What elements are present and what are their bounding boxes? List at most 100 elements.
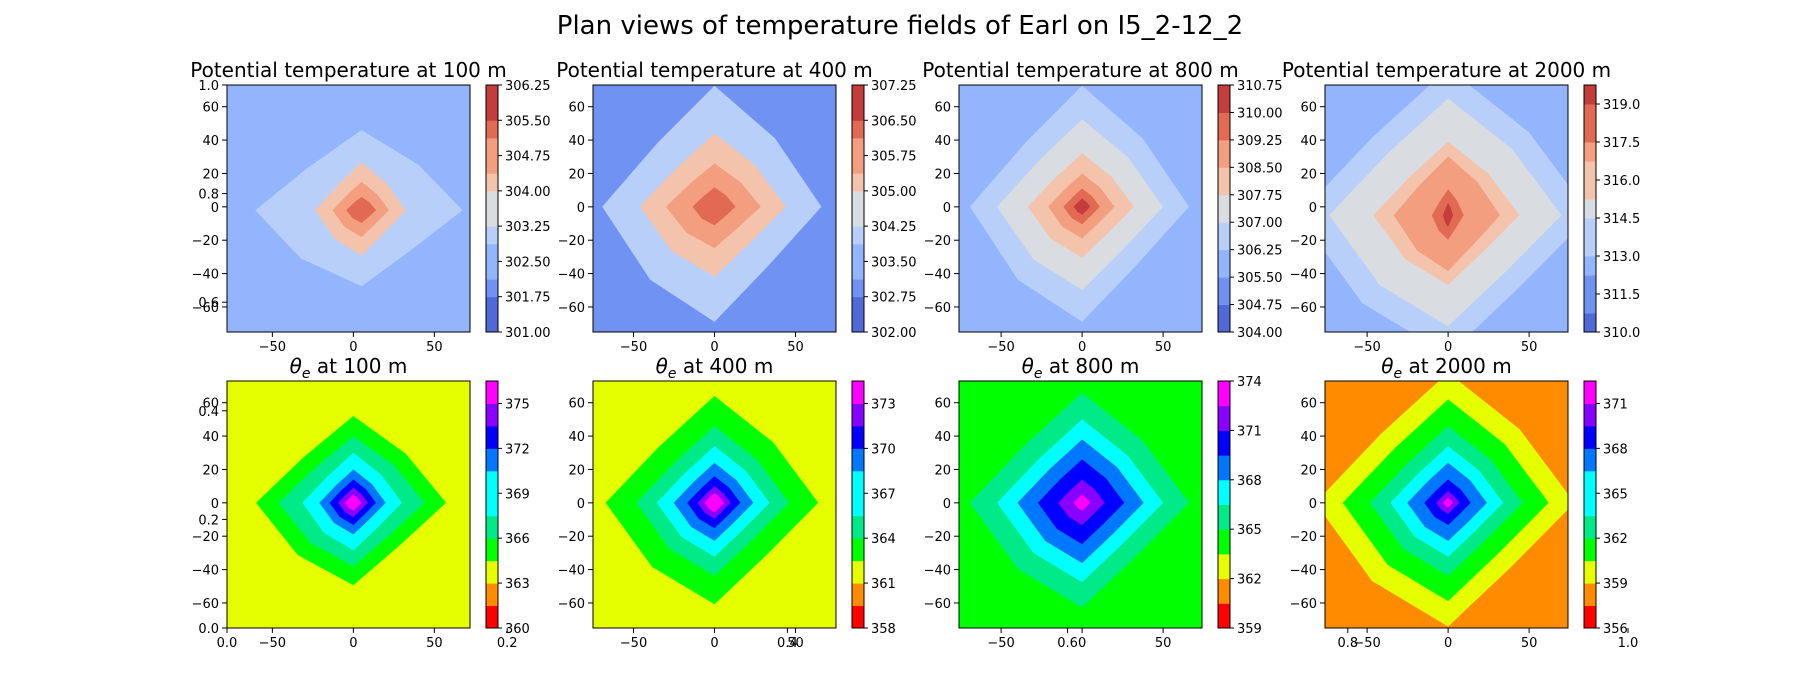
- colorbar-frame: [1583, 380, 1597, 629]
- colorbar-tick-label: 359: [1237, 622, 1262, 637]
- colorbar-tick-label: 304.75: [505, 150, 551, 165]
- y-tick-label: −60: [192, 301, 219, 316]
- colorbar-tick-label: 356: [1603, 622, 1628, 637]
- colorbar-tick-label: 362: [1603, 532, 1628, 547]
- colorbar-tick-label: 301.00: [505, 326, 551, 341]
- colorbar-tick-label: 303.25: [505, 220, 551, 235]
- colorbar-tick-label: 314.5: [1603, 212, 1640, 227]
- colorbar-tick-label: 363: [505, 577, 530, 592]
- colorbar: 371 368 365 362 359 356: [1583, 380, 1628, 637]
- colorbar-band: [486, 208, 498, 227]
- y-tick-label: 40: [1300, 134, 1317, 149]
- colorbar-tick-label: 305.50: [1237, 271, 1283, 286]
- colorbar-band: [486, 448, 498, 472]
- colorbar-band: [1218, 318, 1230, 333]
- colorbar-tick-label: 307.75: [1237, 189, 1283, 204]
- x-tick-label: −50: [259, 636, 286, 651]
- colorbar-band: [486, 243, 498, 262]
- contour-field: [593, 85, 836, 332]
- colorbar-tick-label: 372: [505, 442, 530, 457]
- y-tick-label: −60: [924, 301, 951, 316]
- colorbar-tick-label: 365: [1237, 523, 1262, 538]
- colorbar-band: [852, 190, 864, 209]
- colorbar-tick-label: 305.75: [871, 150, 917, 165]
- colorbar-band: [486, 279, 498, 298]
- colorbar-band: [1584, 425, 1596, 449]
- y-tick-label: −60: [1290, 301, 1317, 316]
- colorbar-tick-label: 304.00: [1237, 326, 1283, 341]
- colorbar-band: [486, 137, 498, 157]
- colorbar-band: [1584, 583, 1596, 607]
- colorbar-tick-label: 304.00: [505, 185, 551, 200]
- colorbar-band: [852, 403, 864, 427]
- x-tick-label: 0: [1444, 340, 1452, 355]
- colorbar-band: [852, 208, 864, 227]
- colorbar-band: [486, 538, 498, 562]
- colorbar-band: [852, 493, 864, 517]
- colorbar-band: [852, 605, 864, 629]
- y-tick-label: 20: [1300, 463, 1317, 478]
- axes-frame: [1324, 84, 1569, 333]
- frame-x-tick-label: 0.0: [217, 636, 238, 651]
- colorbar-band: [486, 425, 498, 449]
- colorbar-frame: [1217, 84, 1231, 333]
- y-tick-label: −20: [558, 234, 585, 249]
- y-tick-label: −40: [1290, 268, 1317, 283]
- panel-title: θe at 100 m: [290, 354, 408, 382]
- frame-x-tick-label: 0.8: [1337, 636, 1358, 651]
- panel-title: θe at 400 m: [656, 354, 774, 382]
- panel-8: θe at 2000 m −50 0 50 60 40 20 0 −20 −40 −60 371 368…: [1290, 354, 1628, 651]
- colorbar-tick-label: 304.75: [1237, 299, 1283, 314]
- colorbar-band: [852, 583, 864, 607]
- axes-frame: [958, 84, 1203, 333]
- y-tick-label: 0: [577, 497, 585, 512]
- colorbar-tick-label: 310.0: [1603, 326, 1640, 341]
- colorbar-frame: [1217, 380, 1231, 629]
- colorbar-band: [1584, 294, 1596, 314]
- y-tick-label: −60: [558, 597, 585, 612]
- colorbar-band: [852, 279, 864, 298]
- x-tick-label: 50: [787, 636, 804, 651]
- colorbar-band: [852, 137, 864, 157]
- y-tick-label: 20: [934, 167, 951, 182]
- colorbar-band: [486, 226, 498, 245]
- colorbar-band: [852, 425, 864, 449]
- colorbar-band: [1218, 504, 1230, 530]
- colorbar-tick-label: 358: [871, 622, 896, 637]
- colorbar-frame: [851, 380, 865, 629]
- contour-field: [1325, 381, 1568, 628]
- colorbar-band: [1218, 235, 1230, 251]
- y-tick-label: −40: [1290, 564, 1317, 579]
- y-tick-label: 40: [202, 430, 219, 445]
- y-tick-label: −40: [924, 564, 951, 579]
- axes-frame: [958, 380, 1203, 629]
- colorbar: 374 371 368 365 362 359: [1217, 375, 1262, 637]
- frame-y-tick-label: 1.0: [198, 79, 219, 94]
- colorbar: 310.75 310.00 309.25 308.50 307.75 307.00 306.…: [1217, 79, 1283, 341]
- colorbar-tick-label: 371: [1237, 424, 1262, 439]
- colorbar-band: [852, 226, 864, 245]
- x-tick-label: −50: [259, 340, 286, 355]
- y-tick-label: −60: [1290, 597, 1317, 612]
- colorbar-tick-label: 360: [505, 622, 530, 637]
- colorbar-band: [486, 470, 498, 494]
- colorbar-band: [486, 85, 498, 104]
- colorbar-band: [1218, 304, 1230, 319]
- contour-band: [346, 196, 376, 223]
- colorbar: 306.25 305.50 304.75 304.00 303.25 302.50 301.…: [485, 79, 551, 341]
- contour-field: [227, 381, 470, 628]
- colorbar-band: [486, 314, 498, 333]
- panel-4: Potential temperature at 2000 m −50 0 50 60 4…: [1282, 58, 1640, 355]
- y-tick-label: −20: [1290, 234, 1317, 249]
- y-tick-label: −60: [924, 597, 951, 612]
- colorbar: 307.25 306.50 305.75 305.00 304.25 303.50 302.…: [851, 79, 917, 341]
- colorbar-tick-label: 375: [505, 397, 530, 412]
- y-tick-label: 40: [934, 134, 951, 149]
- colorbar-frame: [1583, 84, 1597, 333]
- frame-x-tick-label: 0.2: [497, 636, 518, 651]
- colorbar-band: [486, 173, 498, 192]
- colorbar-band: [1584, 161, 1596, 181]
- y-tick-label: 40: [202, 134, 219, 149]
- colorbar-tick-label: 303.50: [871, 255, 917, 270]
- colorbar-band: [486, 515, 498, 539]
